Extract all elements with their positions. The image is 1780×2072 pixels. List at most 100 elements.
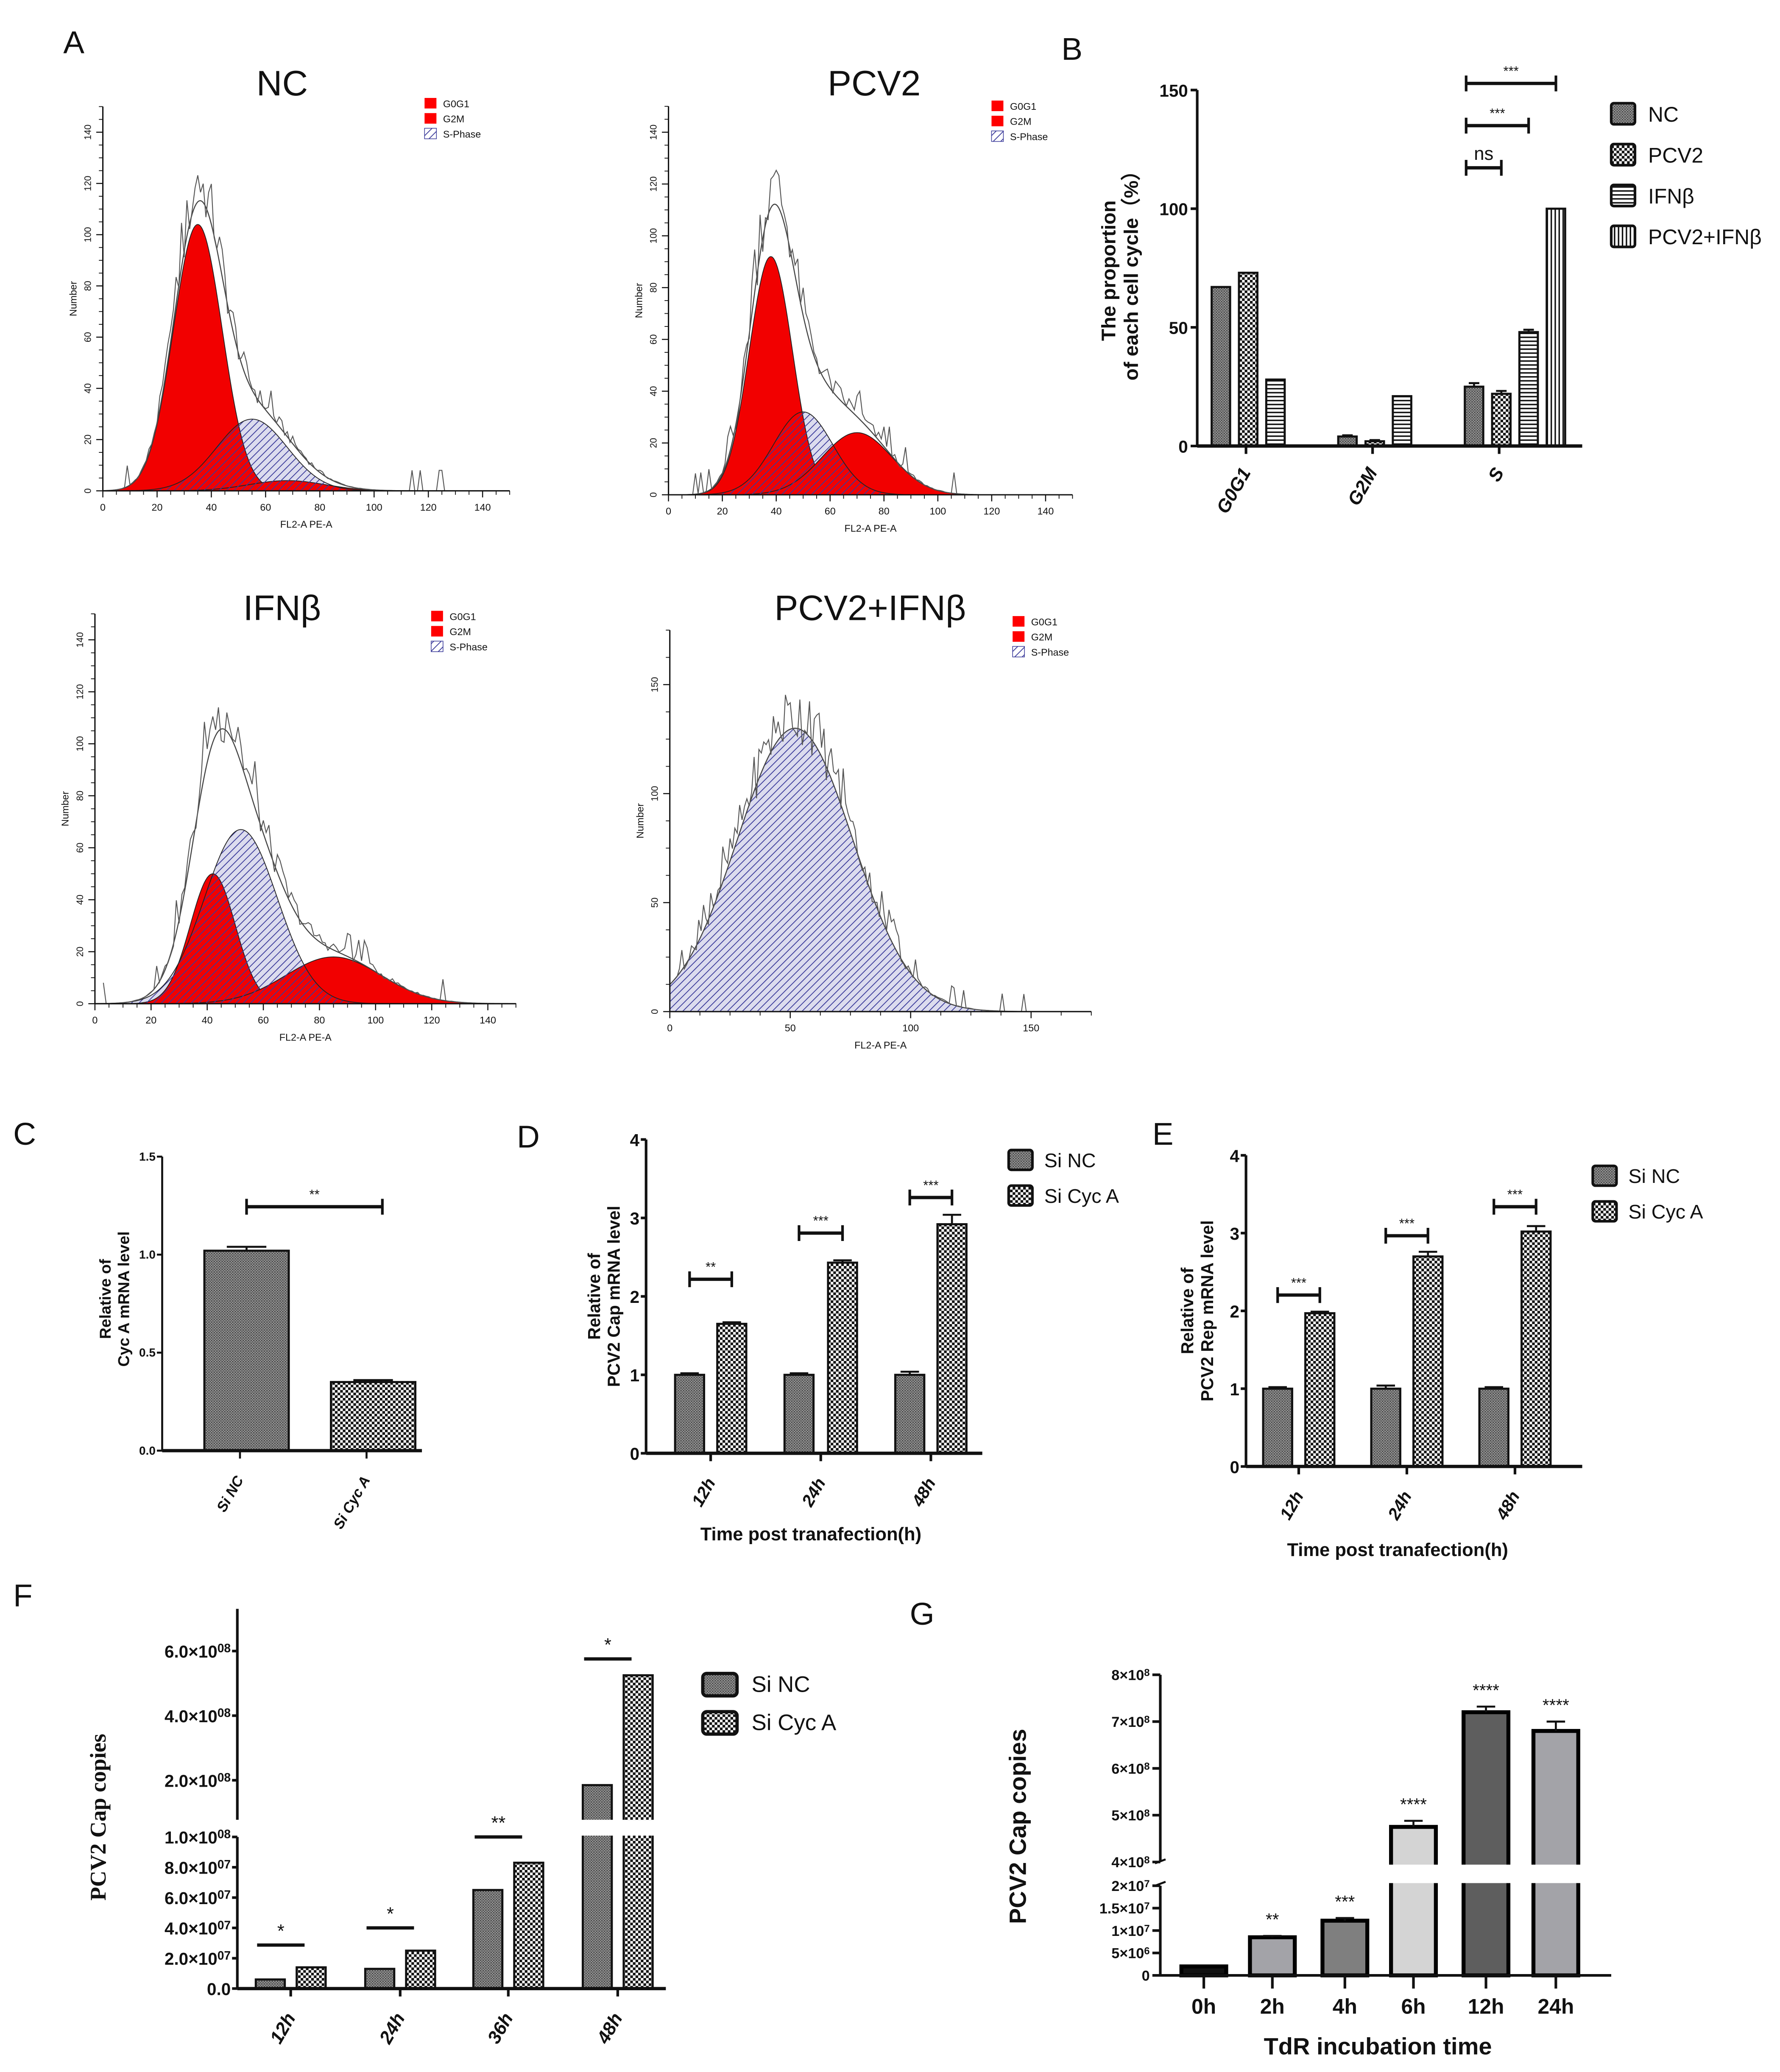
significance-label: *** [1335, 1892, 1355, 1911]
legend-label: G2M [1010, 116, 1032, 127]
x-tick-label: 80 [879, 506, 890, 517]
significance-label: **** [1543, 1696, 1569, 1715]
legend-swatch [431, 611, 443, 622]
g0g1-area [102, 224, 510, 491]
tick-exponent: 08 [218, 1641, 231, 1655]
y-tick-label: 8.0×1007 [165, 1857, 231, 1877]
x-axis-label: FL2-A PE-A [280, 519, 333, 530]
tick-exponent: 08 [218, 1827, 231, 1841]
significance-label: *** [1490, 106, 1505, 121]
bar [1238, 271, 1258, 447]
panel-label-e: E [1152, 1116, 1174, 1152]
bar [330, 1381, 417, 1452]
bar [1518, 331, 1539, 447]
x-tick-label: 120 [420, 502, 437, 513]
x-tick-label: 0 [666, 506, 671, 517]
significance-label: **** [1473, 1680, 1499, 1700]
cyca-mrna-bar-chart: 0.0 0.5 1.0 1.5 Si NC Si Cyc A Relative of Cyc … [96, 1150, 422, 1532]
y-tick-label: 1.5×107 [1099, 1901, 1150, 1917]
x-tick-label: 48h [1492, 1488, 1523, 1523]
cell-cycle-bar-chart: 0 50 100 150 G0G1 G2M S The proportion of each c… [1098, 64, 1762, 517]
y-tick-label: 0.5 [139, 1346, 156, 1359]
bar [472, 1889, 504, 1990]
y-tick-label: 40 [648, 386, 659, 396]
x-tick-label: 80 [314, 502, 325, 513]
y-tick-label: 4 [630, 1130, 640, 1150]
x-tick-label: 100 [929, 506, 946, 517]
legend-swatch [1610, 184, 1637, 208]
raw-histogram-line [103, 707, 474, 1004]
significance-label: **** [1400, 1795, 1427, 1814]
bar [1521, 1230, 1552, 1468]
tick-exponent: 08 [218, 1706, 231, 1720]
x-tick-label: 40 [206, 502, 217, 513]
legend-label: S-Phase [443, 128, 481, 139]
legend-label: PCV2+IFNβ [1648, 225, 1762, 249]
y-tick-label: 1 [630, 1366, 639, 1385]
y-tick-label: 80 [75, 791, 85, 801]
legend-label: Si NC [751, 1672, 810, 1697]
legend-swatch [1012, 646, 1025, 658]
flow-histogram-pcv2: PCV2 0 20 40 60 80 100 120 140 0 20 40 60 80 100 120 140… [633, 63, 1073, 534]
y-axis-label: Relative of [584, 1253, 604, 1340]
y-tick-label: 50 [1169, 318, 1188, 338]
y-tick-label: 5×106 [1111, 1945, 1149, 1961]
tick-exponent: 7 [1144, 1878, 1149, 1890]
y-tick-label: 140 [648, 125, 659, 140]
legend-label: Si Cyc A [1628, 1201, 1703, 1223]
x-tick-label: 24h [375, 2010, 409, 2048]
y-tick-label: 1.5 [139, 1150, 156, 1163]
significance-label: ns [1474, 144, 1493, 164]
x-tick-label: 0 [92, 1015, 98, 1026]
x-tick-label: 12h [1276, 1488, 1308, 1523]
y-tick-label: 50 [650, 898, 660, 908]
y-tick-label: 60 [83, 332, 93, 342]
y-axis-label: Number [633, 283, 644, 318]
significance-label: *** [1399, 1216, 1415, 1231]
legend-label: PCV2 [1648, 143, 1703, 167]
bar [364, 1968, 396, 1990]
legend-swatch [1610, 224, 1637, 248]
legend-swatch [1007, 1149, 1034, 1171]
y-tick-label: 6.0×1007 [165, 1888, 231, 1908]
bar [936, 1223, 968, 1455]
y-tick-label: 1 [1230, 1380, 1239, 1399]
y-tick-label: 5×108 [1111, 1807, 1149, 1824]
bar [783, 1374, 815, 1455]
y-axis-label: Number [67, 281, 78, 316]
x-tick-label: 50 [785, 1023, 796, 1034]
legend-label: G0G1 [1031, 616, 1057, 627]
legend-label: S-Phase [449, 641, 487, 653]
x-tick-label: 60 [825, 506, 836, 517]
legend-swatch [701, 1672, 739, 1698]
x-axis-label: TdR incubation time [1264, 2033, 1492, 2060]
rep-mrna-bar-chart: 0 1 2 3 4 12h *** 24h *** 48h *** Relative of PCV2 R… [1177, 1146, 1703, 1560]
y-tick-label: 0 [1178, 437, 1188, 456]
significance-label: * [387, 1904, 394, 1924]
legend-label: IFNβ [1648, 184, 1694, 208]
y-tick-label: 4.0×1007 [165, 1918, 231, 1938]
x-tick-label: 12h [1468, 1994, 1504, 2018]
legend-swatch [1591, 1200, 1618, 1223]
x-tick-label: Si NC [214, 1473, 247, 1515]
y-tick-label: 2 [1230, 1302, 1239, 1321]
x-tick-label: S [1484, 464, 1508, 485]
cap-copies-tdr-bar-chart: *****************05×1061×1071.5×1072×107… [1004, 1667, 1611, 2060]
y-tick-label: 100 [648, 228, 659, 243]
panel-title: PCV2+IFNβ [774, 588, 966, 627]
bar [581, 1784, 613, 1990]
y-tick-label: 2 [630, 1287, 639, 1307]
significance-label: ** [310, 1187, 320, 1202]
x-tick-label: 120 [983, 506, 1000, 517]
tick-exponent: 8 [1144, 1761, 1149, 1772]
bar [296, 1966, 327, 1990]
y-tick-label: 0 [650, 1009, 660, 1014]
legend-label: S-Phase [1010, 131, 1048, 142]
legend-label: Si NC [1044, 1149, 1096, 1171]
bar [1262, 1387, 1293, 1468]
x-tick-label: 24h [1384, 1488, 1415, 1523]
legend-swatch [1013, 616, 1025, 627]
significance-label: *** [1507, 1187, 1523, 1202]
y-axis-label: of each cell cycle（%） [1120, 161, 1142, 380]
panel-label-d: D [517, 1118, 540, 1154]
